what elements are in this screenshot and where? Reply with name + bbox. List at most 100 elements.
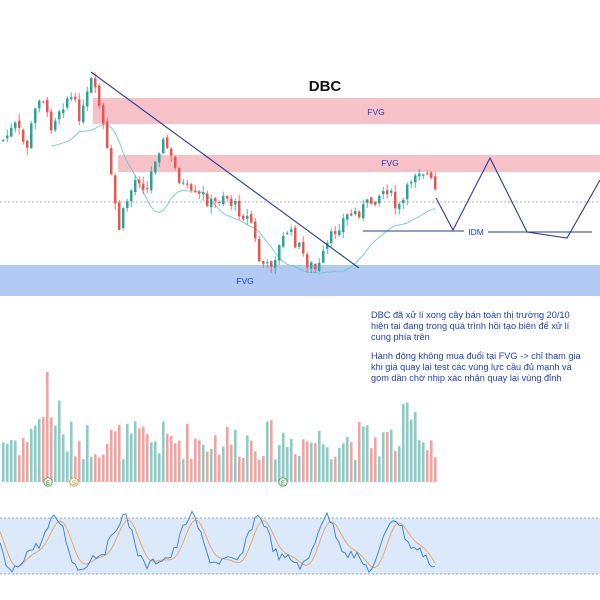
annotation-line-5: khi giá quay lại test các vùng lực cầu đ… [371, 362, 572, 372]
volume-bar [46, 372, 49, 482]
volume-bar [258, 459, 261, 482]
volume-bar [114, 431, 117, 482]
candle [214, 197, 217, 208]
candle [50, 108, 53, 134]
volume-bar [322, 444, 325, 482]
candle [342, 213, 345, 239]
volume-bar [182, 458, 185, 482]
fvg-zone-mid [118, 155, 600, 172]
fvg-label-top: FVG [367, 107, 384, 117]
candle [242, 213, 245, 222]
candle [54, 117, 57, 133]
volume-bar [410, 419, 413, 482]
candle [162, 137, 165, 154]
stochastic-band [0, 518, 600, 574]
candle [346, 213, 349, 226]
candle [166, 134, 169, 150]
volume-bar [386, 431, 389, 482]
candle [26, 139, 29, 155]
candle [58, 109, 61, 125]
volume-bar [234, 429, 237, 482]
volume-bar [146, 433, 149, 482]
event-marker-2: S [69, 477, 79, 487]
idm-label: IDM [468, 227, 484, 237]
candle [14, 121, 17, 133]
volume-bar [198, 440, 201, 482]
volume-bar [166, 433, 169, 482]
volume-bar [290, 438, 293, 482]
candle [254, 217, 257, 243]
candle [154, 161, 157, 176]
candle [90, 77, 93, 94]
candle [226, 195, 229, 202]
candle [426, 170, 429, 176]
volume-bar [26, 442, 29, 482]
volume-bar [382, 432, 385, 482]
candle [6, 129, 9, 143]
event-marker-3-label: E [281, 481, 285, 487]
volume-bar [102, 454, 105, 482]
volume-bar [214, 435, 217, 482]
volume-bar [170, 436, 173, 482]
candle [370, 197, 373, 205]
candle [386, 184, 389, 199]
candle [66, 96, 69, 110]
candle [238, 194, 241, 220]
volume-bar [318, 430, 321, 482]
volume-bar [74, 456, 77, 482]
volume-bar [118, 424, 121, 482]
candle [202, 186, 205, 201]
volume-bar [42, 416, 45, 482]
volume-bar [178, 440, 181, 482]
volume-bar [202, 444, 205, 482]
volume-bar [138, 428, 141, 482]
candle [110, 145, 113, 175]
candle [298, 241, 301, 250]
volume-bar [394, 450, 397, 482]
candle [62, 103, 65, 119]
volume-bar [134, 421, 137, 482]
event-marker-1-label: E [46, 481, 50, 487]
ma-line [51, 123, 436, 274]
candle [382, 187, 385, 200]
volume-bar [14, 440, 17, 482]
volume-bar [110, 429, 113, 482]
candle [430, 171, 433, 180]
candle [130, 189, 133, 208]
candle [186, 180, 189, 189]
volume-bar [294, 454, 297, 482]
fvg-label-low: FVG [236, 276, 253, 286]
candle [418, 168, 421, 181]
candle [158, 152, 161, 168]
candle [338, 224, 341, 237]
annotation-line-3: cung phía trên [371, 332, 430, 342]
volume-bar [430, 440, 433, 482]
candle [194, 185, 197, 193]
candle [362, 199, 365, 221]
candle [374, 201, 377, 207]
candle [210, 194, 213, 214]
candle [22, 128, 25, 145]
volume-bar [34, 425, 37, 482]
volume-bar [22, 437, 25, 482]
volume-bar [422, 442, 425, 482]
volume-bar [362, 426, 365, 482]
volume-bar [38, 418, 41, 482]
candle [146, 181, 149, 194]
volume-bars [2, 372, 437, 482]
candle [366, 199, 369, 208]
candle [394, 185, 397, 215]
candle [326, 239, 329, 254]
candle [138, 176, 141, 189]
candle [222, 191, 225, 207]
volume-bar [246, 435, 249, 482]
candle [314, 263, 317, 273]
candles [2, 72, 437, 275]
candle [218, 200, 221, 207]
candle [10, 123, 13, 138]
candle [354, 207, 357, 216]
candle [390, 188, 393, 197]
volume-bar [2, 442, 5, 482]
volume-bar [306, 441, 309, 482]
stochastic-d-line [0, 519, 436, 569]
